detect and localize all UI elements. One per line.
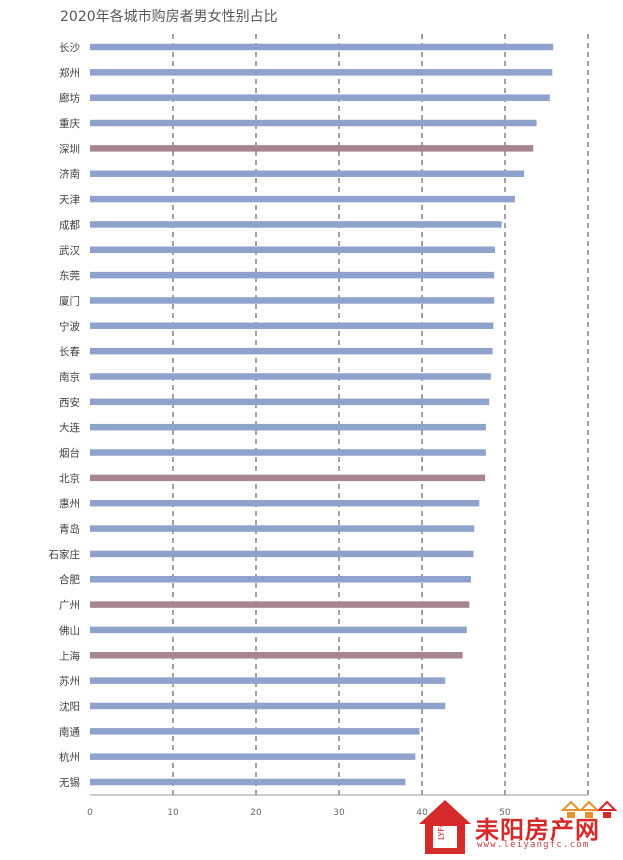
category-label: 武汉 <box>59 244 80 257</box>
house-logo-icon: LYFC <box>419 800 618 854</box>
x-tick-label: 40 <box>416 808 428 818</box>
bar-4 <box>90 119 537 127</box>
bar-9 <box>90 246 496 254</box>
category-label: 济南 <box>59 168 80 181</box>
category-label: 长春 <box>59 346 80 358</box>
bar-1 <box>90 43 554 51</box>
bar-19 <box>90 499 480 507</box>
watermark-url: www.leiyangfc.com <box>477 840 590 850</box>
watermark-logo-text: LYFC <box>437 821 446 840</box>
bar-6 <box>90 170 525 177</box>
chart-title: 2020年各城市购房者男女性别占比 <box>60 9 278 25</box>
bar-29 <box>90 753 416 760</box>
bar-27 <box>90 702 446 710</box>
bar-10 <box>90 271 495 279</box>
category-label: 沈阳 <box>59 700 80 713</box>
bar-16 <box>90 423 486 431</box>
bar-25 <box>90 652 463 659</box>
bar-18 <box>90 474 486 482</box>
bar-17 <box>90 449 486 456</box>
category-label: 合肥 <box>59 573 80 586</box>
bar-28 <box>90 728 420 735</box>
category-label: 烟台 <box>59 447 80 460</box>
bar-22 <box>90 575 471 583</box>
watermark: LYFC 耒阳房产网 www.leiyangfc.com <box>413 796 619 856</box>
x-tick-label: 20 <box>250 808 262 818</box>
category-label: 广州 <box>59 600 80 612</box>
grid-lines <box>172 34 589 795</box>
bar-24 <box>90 626 467 634</box>
category-label: 苏州 <box>59 675 80 688</box>
bar-11 <box>90 297 495 304</box>
bar-14 <box>90 373 491 380</box>
category-label: 宁波 <box>59 320 80 333</box>
category-label: 无锡 <box>59 776 80 789</box>
category-label: 杭州 <box>59 751 80 764</box>
bar-20 <box>90 525 475 532</box>
category-label: 重庆 <box>59 117 80 130</box>
category-label: 东莞 <box>59 269 80 282</box>
category-label: 惠州 <box>59 497 80 510</box>
category-label: 深圳 <box>59 143 80 155</box>
bar-13 <box>90 347 493 355</box>
category-label: 佛山 <box>59 624 80 637</box>
category-label: 大连 <box>59 421 80 434</box>
bar-7 <box>90 195 515 203</box>
bar-2 <box>90 69 553 76</box>
x-tick-label: 10 <box>167 808 179 818</box>
category-label: 南通 <box>59 725 80 738</box>
x-axis: 0 10 20 30 40 50 <box>87 794 588 818</box>
bar-30 <box>90 778 406 786</box>
category-labels: 长沙郑州廊坊重庆深圳济南天津成都武汉东莞厦门宁波长春南京西安大连烟台北京惠州青岛… <box>49 42 81 789</box>
x-tick-label: 0 <box>87 808 93 818</box>
category-label: 北京 <box>59 472 80 485</box>
bar-23 <box>90 601 470 608</box>
category-label: 廊坊 <box>59 92 80 105</box>
bar-3 <box>90 94 550 101</box>
bars <box>90 43 554 786</box>
bar-15 <box>90 398 490 406</box>
category-label: 西安 <box>59 396 80 409</box>
bar-21 <box>90 550 474 558</box>
category-label: 上海 <box>59 649 80 662</box>
bar-8 <box>90 221 502 228</box>
x-tick-label: 30 <box>333 808 345 818</box>
category-label: 青岛 <box>59 523 80 536</box>
category-label: 石家庄 <box>49 548 81 561</box>
category-label: 厦门 <box>59 294 80 307</box>
category-label: 成都 <box>59 219 80 231</box>
category-label: 天津 <box>59 194 80 206</box>
category-label: 南京 <box>59 370 80 383</box>
category-label: 郑州 <box>59 66 80 79</box>
bar-26 <box>90 677 446 684</box>
category-label: 长沙 <box>59 42 80 54</box>
watermark-name: 耒阳房产网 <box>475 816 600 844</box>
bar-5 <box>90 145 534 152</box>
bar-12 <box>90 322 494 330</box>
x-tick-label: 50 <box>499 808 511 818</box>
